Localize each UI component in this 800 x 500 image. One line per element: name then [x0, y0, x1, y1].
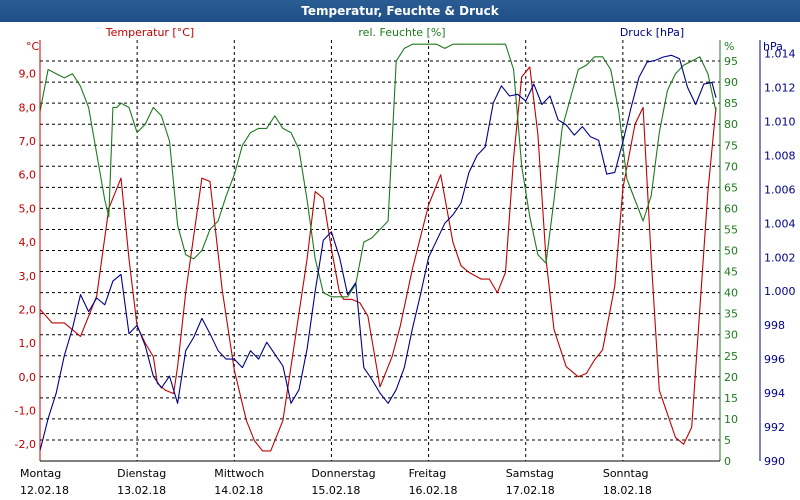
pressure-tick-label: 1.000: [764, 285, 796, 298]
humidity-tick-label: 95: [724, 55, 738, 68]
temperature-tick-label: 0,0: [19, 371, 37, 384]
temperature-tick-label: -1,0: [15, 404, 36, 417]
pressure-tick-label: 1.014: [764, 48, 796, 61]
x-tick-date-label: 18.02.18: [603, 484, 652, 497]
pressure-tick-label: 1.004: [764, 217, 796, 230]
x-tick-date-label: 13.02.18: [117, 484, 166, 497]
temperature-axis-label: Temperatur [°C]: [105, 26, 194, 39]
x-tick-day-label: Freitag: [409, 467, 447, 480]
temperature-tick-label: -2,0: [15, 438, 36, 451]
humidity-tick-label: 80: [724, 118, 738, 131]
humidity-tick-label: 70: [724, 160, 738, 173]
humidity-tick-label: 35: [724, 308, 738, 321]
temperature-tick-label: 7,0: [19, 135, 37, 148]
humidity-tick-label: 40: [724, 287, 738, 300]
x-tick-date-label: 16.02.18: [409, 484, 458, 497]
temperature-unit-label: °C: [26, 40, 40, 53]
humidity-tick-label: 25: [724, 350, 738, 363]
x-tick-date-label: 14.02.18: [214, 484, 263, 497]
humidity-tick-label: 30: [724, 329, 738, 342]
pressure-tick-label: 1.010: [764, 115, 796, 128]
temperature-tick-label: 2,0: [19, 303, 37, 316]
x-tick-day-label: Montag: [20, 467, 61, 480]
pressure-tick-label: 992: [764, 421, 785, 434]
temperature-tick-label: 5,0: [19, 202, 37, 215]
x-tick-date-label: 12.02.18: [20, 484, 69, 497]
x-tick-date-label: 15.02.18: [311, 484, 360, 497]
pressure-tick-label: 996: [764, 353, 785, 366]
temperature-tick-label: 1,0: [19, 337, 37, 350]
humidity-tick-label: 75: [724, 139, 738, 152]
pressure-tick-label: 998: [764, 319, 785, 332]
humidity-tick-label: 90: [724, 76, 738, 89]
temperature-series-line: [39, 66, 717, 452]
pressure-tick-label: 994: [764, 387, 785, 400]
x-tick-day-label: Mittwoch: [214, 467, 264, 480]
humidity-tick-label: 5: [724, 434, 731, 447]
x-tick-day-label: Dienstag: [117, 467, 166, 480]
temperature-tick-label: 9,0: [19, 68, 37, 81]
x-tick-date-label: 17.02.18: [506, 484, 555, 497]
temperature-tick-label: 4,0: [19, 236, 37, 249]
x-tick-day-label: Donnerstag: [311, 467, 375, 480]
humidity-tick-label: 45: [724, 266, 738, 279]
pressure-series-line: [39, 54, 717, 451]
chart-title: Temperatur, Feuchte & Druck: [0, 0, 800, 22]
temperature-tick-label: 8,0: [19, 101, 37, 114]
humidity-unit-label: %: [724, 40, 734, 53]
temperature-tick-label: 3,0: [19, 270, 37, 283]
pressure-axis-label: Druck [hPa]: [620, 26, 684, 39]
humidity-tick-label: 60: [724, 202, 738, 215]
humidity-tick-label: 15: [724, 392, 738, 405]
humidity-tick-label: 50: [724, 245, 738, 258]
humidity-tick-label: 65: [724, 181, 738, 194]
pressure-tick-label: 1.012: [764, 82, 796, 95]
humidity-tick-label: 85: [724, 97, 738, 110]
humidity-series-line: [39, 43, 717, 298]
pressure-tick-label: 1.006: [764, 183, 796, 196]
humidity-tick-label: 0: [724, 455, 731, 468]
humidity-tick-label: 55: [724, 223, 738, 236]
humidity-tick-label: 10: [724, 413, 738, 426]
pressure-tick-label: 1.008: [764, 149, 796, 162]
x-tick-day-label: Samstag: [506, 467, 554, 480]
x-tick-day-label: Sonntag: [603, 467, 649, 480]
pressure-unit-label: hPa: [763, 40, 783, 53]
temperature-tick-label: 6,0: [19, 169, 37, 182]
pressure-tick-label: 1.002: [764, 251, 796, 264]
pressure-tick-label: 990: [764, 455, 785, 468]
humidity-tick-label: 20: [724, 371, 738, 384]
humidity-axis-label: rel. Feuchte [%]: [358, 26, 445, 39]
